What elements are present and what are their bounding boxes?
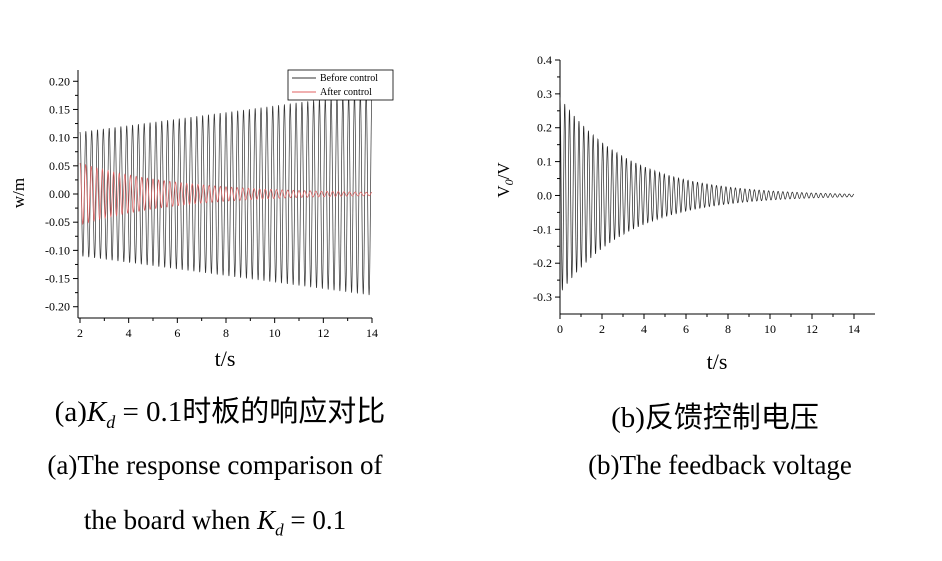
caption-a-en-line2-prefix: the board when	[83, 505, 258, 535]
y-tick-label: 0.2	[537, 121, 552, 135]
y-tick-label: -0.15	[45, 272, 70, 286]
x-tick-label: 4	[126, 326, 132, 340]
chart-b-y-axis-label-main: V	[494, 185, 513, 198]
x-tick-label: 4	[641, 322, 647, 336]
chart-b: 0.40.30.20.10.0-0.1-0.2-0.3 0 2 4 6 8 10 12 14 …	[494, 53, 875, 374]
chart-a-y-axis-label: w/m	[9, 178, 28, 208]
x-tick-label: 2	[599, 322, 605, 336]
chart-b-y-axis-label-tail: /V	[494, 162, 513, 180]
chart-b-y-axis-label: V0/V	[494, 162, 516, 198]
x-tick-label: 14	[366, 326, 378, 340]
chart-a-legend-label-after: After control	[320, 87, 372, 98]
y-tick-label: 0.05	[49, 159, 70, 173]
caption-a-cn-suffix: = 0.1时板的响应对比	[115, 396, 386, 428]
caption-a-chinese: (a)Kd = 0.1时板的响应对比	[0, 388, 440, 433]
chart-b-x-axis-label: t/s	[707, 349, 728, 374]
caption-a-cn-kd: K	[86, 396, 107, 428]
y-tick-label: 0.4	[537, 53, 552, 67]
y-tick-label: 0.20	[49, 74, 70, 88]
caption-a-english-line2: the board when Kd = 0.1	[0, 505, 430, 540]
chart-b-y-axis-label-sub: 0	[502, 179, 516, 185]
chart-a: 0.20 0.15 0.10 0.05 0.00 -0.05 -0.10 -0.15 -0.20…	[9, 69, 394, 371]
series-line-after-control	[79, 162, 373, 225]
chart-a-x-ticks: 2 4 6 8 10 12 14	[77, 318, 378, 340]
x-tick-label: 2	[77, 326, 83, 340]
x-tick-label: 14	[848, 322, 860, 336]
chart-a-y-ticks: 0.20 0.15 0.10 0.05 0.00 -0.05 -0.10 -0.15 -0.20	[45, 74, 78, 314]
y-tick-label: -0.1	[533, 222, 552, 236]
y-tick-label: -0.3	[533, 290, 552, 304]
y-tick-label: -0.20	[45, 300, 70, 314]
y-tick-label: 0.3	[537, 87, 552, 101]
caption-a-en-line2-suffix: = 0.1	[283, 505, 347, 535]
chart-a-legend: Before control After control	[287, 69, 394, 101]
x-tick-label: 10	[269, 326, 281, 340]
x-tick-label: 10	[764, 322, 776, 336]
caption-a-en-kd: K	[257, 505, 276, 535]
chart-a-legend-label-before: Before control	[320, 73, 378, 84]
chart-b-x-ticks: 0 2 4 6 8 10 12 14	[557, 314, 860, 336]
series-line-feedback-voltage	[559, 97, 855, 291]
chart-b-series-group	[559, 97, 855, 291]
caption-a-english-line1: (a)The response comparison of	[47, 450, 383, 480]
x-tick-label: 12	[806, 322, 818, 336]
y-tick-label: -0.10	[45, 243, 70, 257]
caption-a-cn-prefix: (a)	[54, 396, 87, 428]
y-tick-label: 0.15	[49, 102, 70, 116]
caption-a-en-kd-sub: d	[275, 520, 284, 540]
x-tick-label: 0	[557, 322, 563, 336]
x-tick-label: 6	[683, 322, 689, 336]
x-tick-label: 8	[725, 322, 731, 336]
y-tick-label: 0.1	[537, 155, 552, 169]
chart-a-series-group	[79, 92, 373, 296]
caption-b-chinese: (b)反馈控制电压	[611, 402, 819, 434]
y-tick-label: -0.2	[533, 256, 552, 270]
chart-a-legend-box	[287, 69, 394, 101]
x-tick-label: 12	[317, 326, 329, 340]
caption-b-english: (b)The feedback voltage	[588, 450, 852, 480]
chart-b-plot-area	[559, 60, 875, 315]
y-tick-label: -0.05	[45, 215, 70, 229]
y-tick-label: 0.0	[537, 188, 552, 202]
x-tick-label: 6	[174, 326, 180, 340]
x-tick-label: 8	[223, 326, 229, 340]
chart-a-x-axis-label: t/s	[215, 346, 236, 371]
y-tick-label: 0.00	[49, 187, 70, 201]
y-tick-label: 0.10	[49, 131, 70, 145]
chart-b-y-ticks: 0.4 0.3 0.2 0.1 0.0 -0.1 -0.2 -0.3	[533, 53, 560, 304]
caption-a-cn-kd-sub: d	[106, 411, 116, 432]
series-line-before-control	[79, 92, 373, 296]
